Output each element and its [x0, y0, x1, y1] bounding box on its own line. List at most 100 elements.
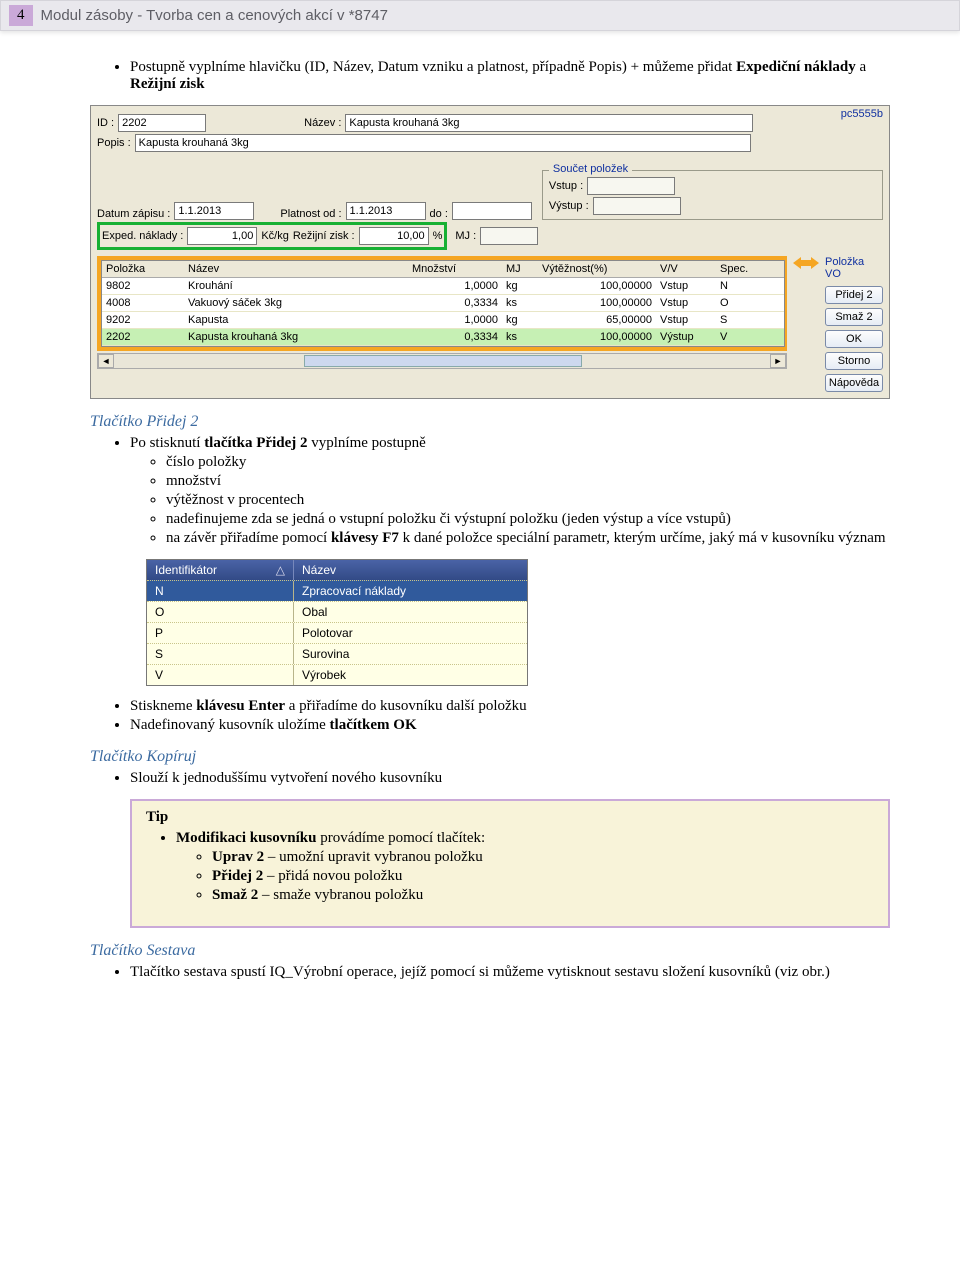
btn-storno[interactable]: Storno [825, 352, 883, 370]
id-input[interactable] [118, 114, 206, 132]
section-kopiruj-title: Tlačítko Kopíruj [90, 748, 890, 766]
page-number: 4 [9, 5, 33, 26]
rezijni-input[interactable] [359, 227, 429, 245]
btn-pridej2[interactable]: Přidej 2 [825, 286, 883, 304]
tip-title: Tip [146, 809, 874, 826]
ident-row[interactable]: OObal [147, 601, 527, 622]
rezijni-label: Režijní zisk : [293, 230, 355, 242]
table-row[interactable]: 2202Kapusta krouhaná 3kg0,3334ks100,0000… [102, 329, 784, 346]
pridej-item-last: na závěr přiřadíme pomocí klávesy F7 k d… [166, 530, 890, 547]
id-label: ID : [97, 117, 114, 129]
items-grid: Položka Název Množství MJ Výtěžnost(%) V… [101, 260, 785, 347]
datum-input[interactable] [174, 202, 254, 220]
ident-head-id-text: Identifikátor [155, 563, 217, 577]
pridej-lead-c: vyplníme postupně [311, 435, 426, 451]
nazev-input[interactable] [345, 114, 753, 132]
do-label: do : [430, 208, 448, 220]
popis-input[interactable] [135, 134, 751, 152]
ident-head-name[interactable]: Název [294, 560, 527, 580]
scroll-right-icon[interactable]: ► [770, 354, 786, 368]
cell-mj: kg [502, 312, 538, 328]
ident-row[interactable]: VVýrobek [147, 664, 527, 685]
cell-mj: kg [502, 278, 538, 294]
cell-vyteznost: 65,00000 [538, 312, 656, 328]
cell-mnozstvi: 1,0000 [408, 312, 502, 328]
scroll-thumb[interactable] [304, 355, 581, 367]
cell-polozka: 9202 [102, 312, 184, 328]
platnost-input[interactable] [346, 202, 426, 220]
cell-vv: Vstup [656, 312, 716, 328]
do-input[interactable] [452, 202, 532, 220]
tip-lead-c: provádíme pomocí tlačítek: [320, 830, 485, 846]
after-ident-2b: tlačítkem OK [330, 717, 417, 733]
pridej-lead-a: Po stisknutí [130, 435, 204, 451]
ident-row[interactable]: PPolotovar [147, 622, 527, 643]
exped-input[interactable] [187, 227, 257, 245]
cell-spec: V [716, 329, 782, 345]
pct-label: % [433, 230, 443, 242]
intro-li: Postupně vyplníme hlavičku (ID, Název, D… [130, 59, 890, 93]
cell-vv: Vstup [656, 278, 716, 294]
btn-smaz2[interactable]: Smaž 2 [825, 308, 883, 326]
ident-cell-name: Zpracovací náklady [294, 581, 527, 601]
btn-napoveda[interactable]: Nápověda [825, 374, 883, 392]
side-title: Položka VO [825, 256, 883, 282]
ident-cell-id: N [147, 581, 294, 601]
pridej-last-a: na závěr přiřadíme pomocí [166, 530, 331, 546]
hdr-nazev[interactable]: Název [184, 261, 408, 277]
tip-l2: Přidej 2 – přidá novou položku [212, 868, 874, 885]
orange-highlight: Položka Název Množství MJ Výtěžnost(%) V… [97, 256, 787, 351]
ident-row[interactable]: NZpracovací náklady [147, 580, 527, 601]
scrollbar-horizontal[interactable]: ◄ ► [97, 353, 787, 369]
soucet-group: Součet položek Vstup : Výstup : [542, 170, 883, 220]
ident-cell-name: Surovina [294, 644, 527, 664]
intro-bold1: Expediční náklady [736, 59, 856, 75]
table-row[interactable]: 9202Kapusta1,0000kg65,00000VstupS [102, 312, 784, 329]
hdr-mnozstvi[interactable]: Množství [408, 261, 502, 277]
ident-cell-id: O [147, 602, 294, 622]
green-highlight: Exped. náklady : Kč/kg Režijní zisk : % [97, 222, 447, 250]
cell-vyteznost: 100,00000 [538, 278, 656, 294]
page-title: Modul zásoby - Tvorba cen a cenových akc… [41, 7, 388, 24]
soucet-legend: Součet položek [549, 163, 632, 175]
tip-l3-c: – smaže vybranou položku [258, 887, 423, 903]
cell-mj: ks [502, 329, 538, 345]
exped-label: Exped. náklady : [102, 230, 183, 242]
hdr-mj[interactable]: MJ [502, 261, 538, 277]
cell-polozka: 4008 [102, 295, 184, 311]
table-row[interactable]: 4008Vakuový sáček 3kg0,3334ks100,00000Vs… [102, 295, 784, 312]
pridej-item: výtěžnost v procentech [166, 492, 890, 509]
cell-nazev: Krouhání [184, 278, 408, 294]
hdr-polozka[interactable]: Položka [102, 261, 184, 277]
nazev-label: Název : [304, 117, 341, 129]
kopiruj-b1: Slouží k jednoduššímu vytvoření nového k… [130, 770, 890, 787]
tip-l3-b: Smaž 2 [212, 887, 258, 903]
tip-l1-b: Uprav 2 [212, 849, 264, 865]
pridej-item: nadefinujeme zda se jedná o vstupní polo… [166, 511, 890, 528]
ident-head-id[interactable]: Identifikátor △ [147, 560, 294, 580]
after-ident-2a: Nadefinovaný kusovník uložíme [130, 717, 330, 733]
vstup-input [587, 177, 675, 195]
btn-ok[interactable]: OK [825, 330, 883, 348]
hdr-spec[interactable]: Spec. [716, 261, 782, 277]
hdr-vyteznost[interactable]: Výtěžnost(%) [538, 261, 656, 277]
vystup-label: Výstup : [549, 200, 589, 212]
mj-label: MJ : [455, 230, 476, 242]
intro-mid: a [860, 59, 867, 75]
section-pridej-title: Tlačítko Přidej 2 [90, 413, 890, 431]
scroll-left-icon[interactable]: ◄ [98, 354, 114, 368]
tip-lead: Modifikaci kusovníku provádíme pomocí tl… [176, 830, 874, 904]
pc-label: pc5555b [841, 108, 883, 120]
cell-nazev: Vakuový sáček 3kg [184, 295, 408, 311]
identifier-table: Identifikátor △ Název NZpracovací náklad… [146, 559, 528, 686]
double-arrow-icon [793, 256, 819, 270]
kc-label: Kč/kg [261, 230, 289, 242]
ident-row[interactable]: SSurovina [147, 643, 527, 664]
table-row[interactable]: 9802Krouhání1,0000kg100,00000VstupN [102, 278, 784, 295]
app-window: pc5555b ID : Název : Popis : Datum zápis… [90, 105, 890, 399]
cell-vv: Vstup [656, 295, 716, 311]
cell-spec: O [716, 295, 782, 311]
cell-mj: ks [502, 295, 538, 311]
hdr-vv[interactable]: V/V [656, 261, 716, 277]
cell-mnozstvi: 1,0000 [408, 278, 502, 294]
